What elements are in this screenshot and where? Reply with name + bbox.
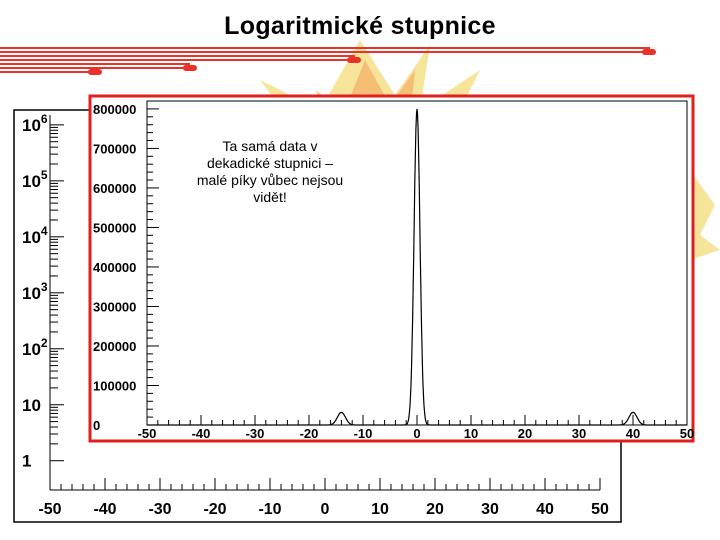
linear-x-tick-label: 20 <box>518 426 532 441</box>
log-x-tick-label: 30 <box>481 501 499 518</box>
log-x-tick-label: -20 <box>203 501 226 518</box>
log-y-tick-label: 1 <box>22 452 31 471</box>
log-x-tick-label: 10 <box>371 501 389 518</box>
log-x-tick-label: 0 <box>321 501 330 518</box>
linear-x-tick-label: 30 <box>572 426 586 441</box>
log-y-tick-label: 105 <box>22 168 48 191</box>
linear-y-tick-label: 0 <box>93 418 100 433</box>
log-x-tick-label: -30 <box>148 501 171 518</box>
linear-x-tick-label: -20 <box>300 426 319 441</box>
linear-x-tick-label: 10 <box>464 426 478 441</box>
log-x-tick-label: 40 <box>536 501 554 518</box>
linear-y-tick-label: 400000 <box>93 260 136 275</box>
linear-y-tick-label: 800000 <box>93 102 136 117</box>
log-y-tick-label: 10 <box>22 396 41 415</box>
linear-x-tick-label: 0 <box>413 426 420 441</box>
log-y-tick-label: 104 <box>22 224 48 247</box>
log-y-tick-label: 103 <box>22 280 48 303</box>
log-x-tick-label: 20 <box>426 501 444 518</box>
log-y-tick-label: 106 <box>22 112 48 135</box>
linear-x-tick-label: -50 <box>138 426 157 441</box>
linear-y-tick-label: 500000 <box>93 220 136 235</box>
linear-y-tick-label: 200000 <box>93 339 136 354</box>
linear-y-tick-label: 100000 <box>93 378 136 393</box>
title-streaks <box>0 47 656 75</box>
linear-y-tick-label: 300000 <box>93 299 136 314</box>
log-x-tick-label: -50 <box>38 501 61 518</box>
linear-x-tick-label: 50 <box>680 426 694 441</box>
linear-x-tick-label: 40 <box>626 426 640 441</box>
slide-title: Logaritmické stupnice <box>224 12 496 40</box>
log-x-tick-label: -10 <box>258 501 281 518</box>
log-x-tick-label: -40 <box>93 501 116 518</box>
annotation-note: Ta samá data v dekadické stupnici – malé… <box>195 138 345 206</box>
log-y-tick-label: 102 <box>22 336 48 359</box>
linear-x-tick-label: -40 <box>192 426 211 441</box>
linear-x-tick-label: -10 <box>354 426 373 441</box>
linear-y-tick-label: 700000 <box>93 141 136 156</box>
log-x-tick-label: 50 <box>591 501 609 518</box>
linear-x-tick-label: -30 <box>246 426 265 441</box>
linear-spectrum-line <box>147 108 687 426</box>
linear-y-tick-label: 600000 <box>93 181 136 196</box>
